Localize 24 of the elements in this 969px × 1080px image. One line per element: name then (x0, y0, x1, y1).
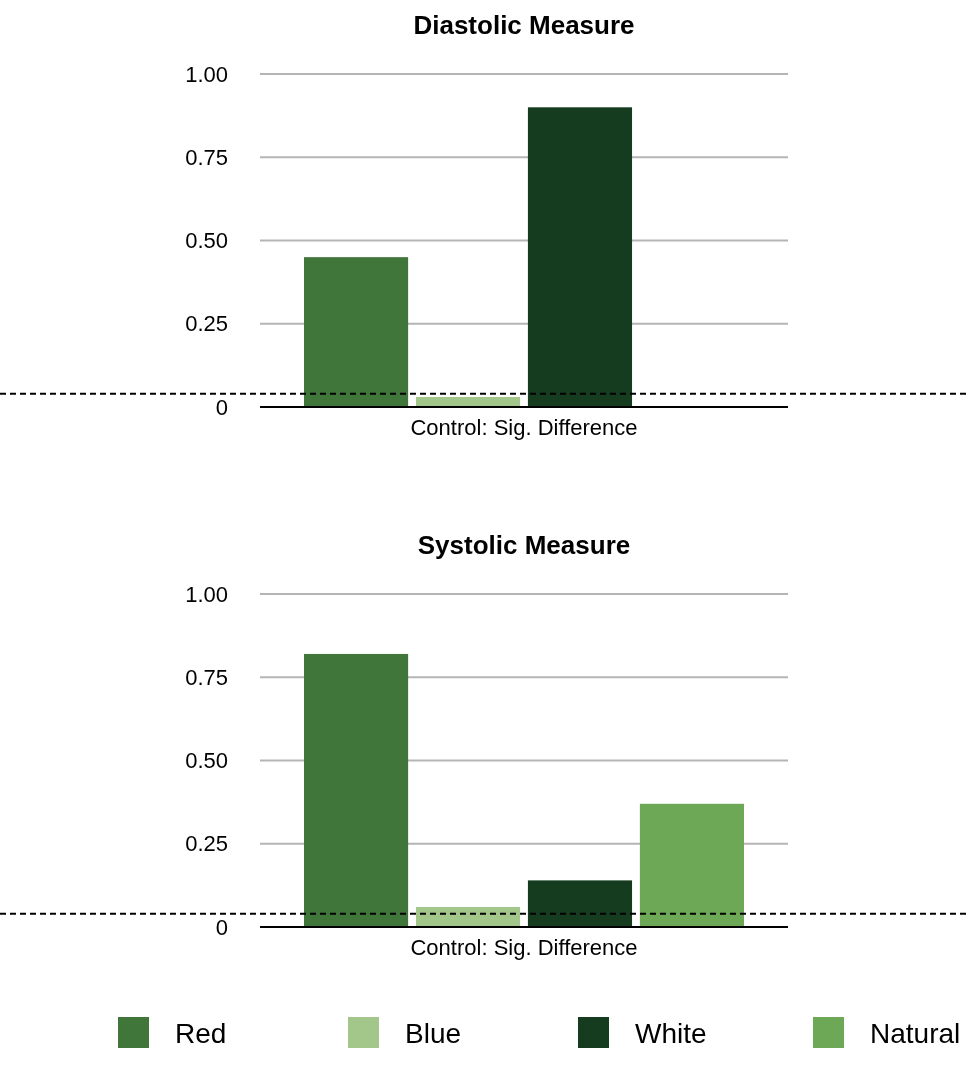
bar (304, 653, 409, 927)
y-tick-label: 0.50 (185, 228, 228, 254)
y-tick-label: 0.25 (185, 311, 228, 337)
y-tick-label: 0.75 (185, 664, 228, 690)
y-tick-label: 1.00 (185, 61, 228, 87)
x-tick-label: Control: Sig. Difference (410, 414, 638, 440)
x-tick-label: Control: Sig. Difference (410, 934, 638, 960)
y-tick-label: 0.25 (185, 831, 228, 857)
bar (639, 803, 744, 927)
y-tick-label: 0 (215, 394, 228, 420)
legend-label: Blue (405, 1018, 462, 1049)
chart-title: Systolic Measure (417, 530, 631, 560)
legend-label: White (635, 1018, 707, 1049)
bar (527, 880, 633, 927)
y-tick-label: 0.75 (185, 144, 228, 170)
chart-title: Diastolic Measure (413, 10, 635, 40)
y-tick-label: 1.00 (185, 581, 228, 607)
y-tick-label: 0 (215, 914, 228, 940)
legend-label: Natural (870, 1018, 961, 1049)
bar (304, 257, 409, 407)
legend-label: Red (175, 1018, 227, 1049)
bar (527, 107, 633, 407)
y-tick-label: 0.50 (185, 748, 228, 774)
bar (415, 397, 521, 407)
